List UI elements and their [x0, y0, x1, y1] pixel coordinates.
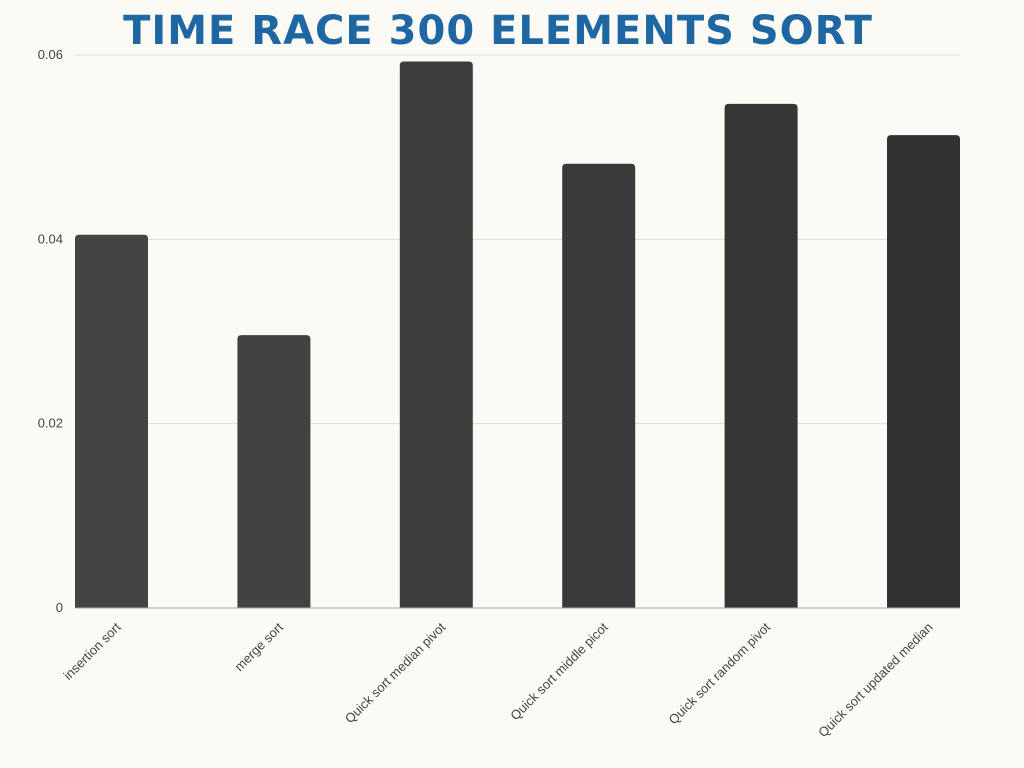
- bar-6: [887, 135, 960, 608]
- y-tick-label: 0.06: [38, 47, 63, 62]
- gridlines: [75, 54, 960, 425]
- bar-5: [724, 103, 798, 609]
- y-tick-label: 0.02: [38, 416, 63, 431]
- x-category-label: Quick sort middle picot: [507, 619, 611, 723]
- bar-3: [399, 61, 473, 609]
- x-category-label: merge sort: [231, 619, 286, 674]
- x-category-label: Quick sort median pivot: [342, 619, 449, 726]
- y-tick-label: 0.04: [38, 231, 63, 246]
- y-tick-label: 0: [56, 600, 63, 615]
- bar-1: [75, 234, 148, 608]
- bar-2: [237, 335, 311, 608]
- x-category-label: insertion sort: [60, 619, 124, 683]
- x-category-label: Quick sort updated median: [815, 620, 935, 740]
- x-axis-labels: insertion sort merge sort Quick sort media…: [60, 619, 935, 740]
- y-axis-ticks: 0 0.02 0.04 0.06: [38, 47, 63, 615]
- x-category-label: Quick sort random pivot: [666, 619, 774, 727]
- bar-4: [562, 163, 636, 609]
- chart-title: TIME RACE 300 ELEMENTS SORT: [123, 8, 873, 54]
- bars: [75, 61, 960, 609]
